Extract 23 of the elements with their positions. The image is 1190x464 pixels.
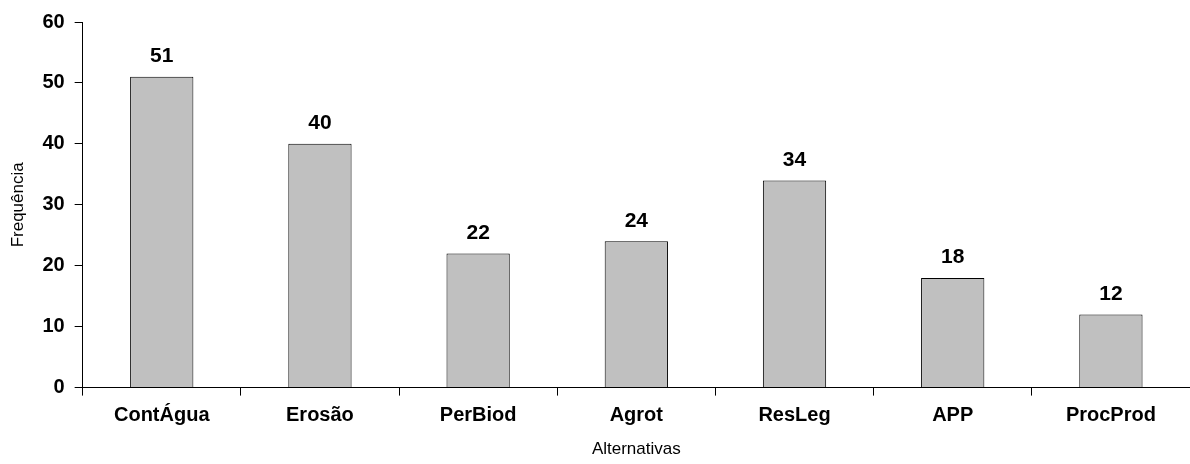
x-axis-title: Alternativas (591, 439, 681, 459)
data-label: 22 (466, 219, 490, 243)
y-tick-label: 20 (42, 253, 65, 276)
data-label: 12 (1099, 280, 1123, 304)
y-tick-label: 0 (53, 375, 65, 398)
y-tick-label: 50 (42, 70, 65, 93)
x-tick-label: ResLeg (758, 403, 831, 426)
x-tick-label: ProcProd (1065, 403, 1156, 426)
y-axis-title: Frequência (7, 161, 27, 248)
x-tick-label: Erosão (286, 403, 354, 426)
x-tick-label: PerBiod (439, 403, 517, 426)
x-tick-label: Agrot (609, 403, 664, 426)
x-tick-label: APP (932, 403, 974, 426)
data-label: 24 (624, 207, 649, 231)
y-tick-label: 40 (42, 131, 65, 154)
y-tick-label: 30 (42, 192, 65, 215)
y-tick-label: 60 (42, 9, 65, 32)
data-label: 34 (782, 146, 807, 170)
data-label: 40 (308, 110, 332, 134)
y-tick-label: 10 (42, 314, 65, 337)
data-label: 51 (150, 43, 174, 67)
x-tick-label: ContÁgua (113, 403, 211, 426)
data-label: 18 (941, 244, 965, 268)
